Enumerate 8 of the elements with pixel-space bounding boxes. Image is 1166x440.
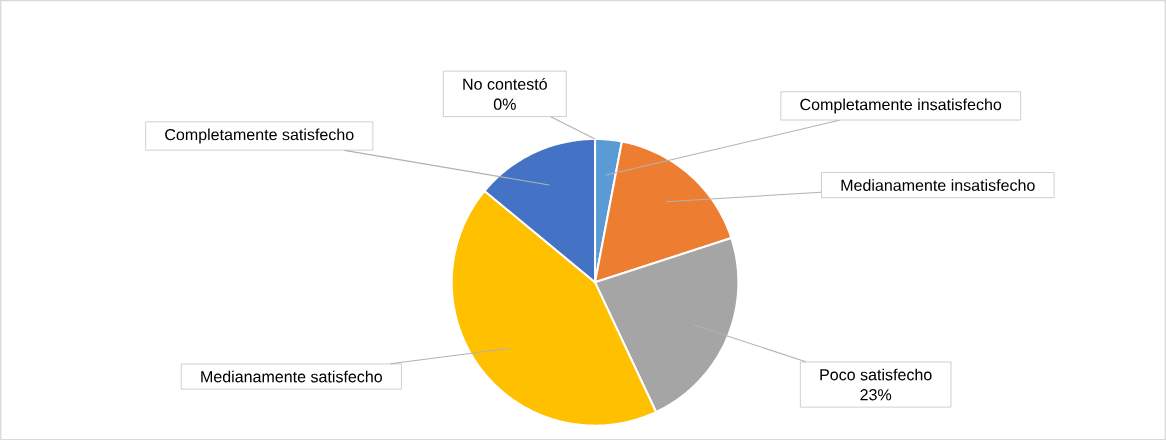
slice-label: Medianamente insatisfecho	[841, 179, 1035, 191]
slice-label: Completamente satisfecho	[165, 128, 354, 144]
data-label: 23%	[860, 388, 892, 401]
slice-label: Poco satisfecho	[820, 368, 932, 381]
category-label: No contestó	[463, 77, 547, 90]
slice-label: Completamente insatisfecho	[800, 98, 1002, 114]
slice-label: Medianamente satisfecho	[201, 370, 382, 383]
text: 0%	[493, 98, 516, 110]
